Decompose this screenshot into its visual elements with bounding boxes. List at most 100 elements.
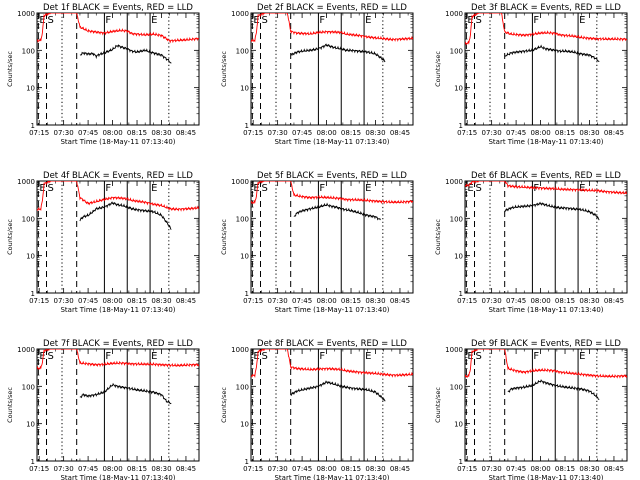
y-tick-label: 1000 xyxy=(17,10,35,18)
y-tick-label: 1000 xyxy=(445,10,463,18)
x-tick-label: 07:30 xyxy=(482,129,502,137)
plot-frame xyxy=(250,180,414,294)
x-tick-label: 08:00 xyxy=(102,465,122,473)
plot-frame xyxy=(464,348,628,462)
marker-label: E xyxy=(253,183,259,194)
y-tick-label: 1 xyxy=(31,458,35,466)
marker-label: S xyxy=(262,183,268,194)
panel-title: Det 3f BLACK = Events, RED = LLD xyxy=(471,3,621,13)
x-tick-label: 07:15 xyxy=(243,129,263,137)
x-axis-label: Start Time (18-May-11 07:13:40) xyxy=(488,306,603,314)
y-axis-label: Counts/sec xyxy=(6,387,14,423)
panel-9: Det 9f BLACK = Events, RED = LLD 1 10 100 10… xyxy=(434,339,628,480)
x-tick-label: 08:00 xyxy=(316,129,336,137)
x-tick-label: 08:15 xyxy=(341,297,361,305)
panel-title: Det 7f BLACK = Events, RED = LLD xyxy=(43,339,193,349)
y-tick-label: 100 xyxy=(22,215,35,223)
x-tick-label: 07:30 xyxy=(482,465,502,473)
x-tick-label: 07:30 xyxy=(268,129,288,137)
y-tick-label: 100 xyxy=(450,215,463,223)
marker-label: E xyxy=(467,183,473,194)
x-axis-label: Start Time (18-May-11 07:13:40) xyxy=(60,138,175,146)
marker-label: E xyxy=(151,351,157,362)
events-series-line xyxy=(290,380,386,402)
marker-label: E xyxy=(39,15,45,26)
plot-frame xyxy=(36,180,200,294)
marker-label: S xyxy=(476,351,482,362)
x-tick-label: 07:15 xyxy=(457,297,477,305)
lld-series-line xyxy=(251,349,413,378)
marker-label: F xyxy=(319,183,325,194)
marker-label: F xyxy=(105,351,111,362)
x-tick-label: 08:15 xyxy=(127,465,147,473)
y-tick-label: 100 xyxy=(22,47,35,55)
series-group xyxy=(251,181,413,221)
events-series-line xyxy=(504,44,600,62)
x-tick-label: 07:30 xyxy=(54,129,74,137)
x-tick-label: 08:45 xyxy=(604,297,624,305)
y-axis-label: Counts/sec xyxy=(220,219,228,255)
lld-series-line xyxy=(465,13,627,46)
y-tick-label: 1 xyxy=(31,122,35,130)
y-tick-label: 10 xyxy=(26,253,35,261)
y-axis-label: Counts/sec xyxy=(220,51,228,87)
x-tick-label: 07:45 xyxy=(506,129,526,137)
series-group xyxy=(465,181,627,221)
series-group xyxy=(251,13,413,63)
x-tick-label: 07:15 xyxy=(457,129,477,137)
y-tick-label: 1000 xyxy=(17,178,35,186)
marker-label: E xyxy=(151,15,157,26)
y-tick-label: 100 xyxy=(22,383,35,391)
x-tick-label: 08:45 xyxy=(176,129,196,137)
x-axis-label: Start Time (18-May-11 07:13:40) xyxy=(274,474,389,480)
panel-3: Det 3f BLACK = Events, RED = LLD 1 10 100 10… xyxy=(434,3,628,146)
y-tick-label: 10 xyxy=(240,253,249,261)
series-group xyxy=(251,349,413,402)
y-axis-label: Counts/sec xyxy=(434,387,442,423)
x-tick-label: 08:00 xyxy=(530,129,550,137)
x-axis-label: Start Time (18-May-11 07:13:40) xyxy=(60,306,175,314)
panel-title: Det 4f BLACK = Events, RED = LLD xyxy=(43,171,193,181)
x-tick-label: 07:45 xyxy=(292,297,312,305)
x-tick-label: 07:30 xyxy=(54,297,74,305)
marker-label: S xyxy=(476,183,482,194)
marker-label: S xyxy=(476,15,482,26)
x-tick-label: 07:45 xyxy=(78,465,98,473)
x-tick-label: 08:30 xyxy=(151,297,171,305)
x-tick-label: 07:15 xyxy=(29,465,49,473)
x-tick-label: 08:45 xyxy=(604,465,624,473)
x-axis-label: Start Time (18-May-11 07:13:40) xyxy=(488,474,603,480)
x-tick-label: 07:45 xyxy=(506,297,526,305)
events-series-line xyxy=(507,379,600,400)
x-tick-label: 08:15 xyxy=(341,465,361,473)
y-tick-label: 1 xyxy=(245,290,249,298)
y-axis-label: Counts/sec xyxy=(434,51,442,87)
panel-7: Det 7f BLACK = Events, RED = LLD 1 10 100 10… xyxy=(6,339,200,480)
marker-label: S xyxy=(48,15,54,26)
y-tick-label: 100 xyxy=(236,383,249,391)
x-tick-label: 07:15 xyxy=(243,465,263,473)
x-tick-label: 08:15 xyxy=(555,129,575,137)
x-axis-label: Start Time (18-May-11 07:13:40) xyxy=(488,138,603,146)
x-tick-label: 08:30 xyxy=(579,129,599,137)
x-tick-label: 08:00 xyxy=(102,129,122,137)
y-tick-label: 100 xyxy=(236,215,249,223)
y-tick-label: 10 xyxy=(454,85,463,93)
marker-label: E xyxy=(253,15,259,26)
x-tick-label: 08:00 xyxy=(102,297,122,305)
y-tick-label: 10 xyxy=(240,85,249,93)
x-tick-label: 07:30 xyxy=(482,297,502,305)
marker-label: F xyxy=(319,15,325,26)
marker-label: E xyxy=(253,351,259,362)
x-tick-label: 07:15 xyxy=(29,297,49,305)
panel-6: Det 6f BLACK = Events, RED = LLD 1 10 100 10… xyxy=(434,171,628,314)
lld-series-line xyxy=(37,13,199,44)
x-tick-label: 07:45 xyxy=(78,129,98,137)
x-tick-label: 07:45 xyxy=(506,465,526,473)
marker-label: S xyxy=(48,351,54,362)
lld-series-line xyxy=(37,349,199,370)
x-tick-label: 08:00 xyxy=(316,297,336,305)
x-tick-label: 08:30 xyxy=(365,465,385,473)
marker-label: E xyxy=(467,351,473,362)
panel-title: Det 5f BLACK = Events, RED = LLD xyxy=(257,171,407,181)
